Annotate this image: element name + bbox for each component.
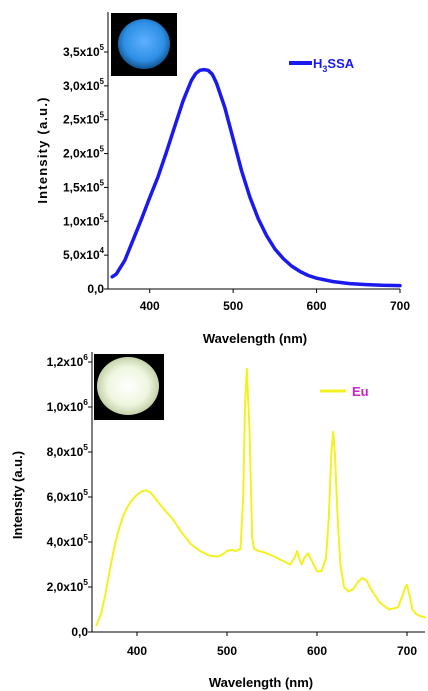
chart-1-gridless-area (107, 12, 400, 290)
chart-2-x-tick-label: 700 (397, 644, 417, 658)
chart-2-y-tick-label: 1,0x106 (47, 397, 89, 414)
chart-2-x-tick-label: 600 (307, 644, 327, 658)
chart-1-x-tick-label: 700 (390, 299, 410, 313)
chart-1-y-tick-label: 5,0x104 (63, 246, 105, 262)
chart-2-y-axis-label: Intensity (a.u.) (10, 451, 25, 539)
chart-1-series-line (110, 67, 402, 288)
chart-1-legend: H3SSA (289, 56, 355, 74)
chart-2-y-tick-label: 0,0 (71, 625, 88, 639)
chart-1-y-tick-label: 1,5x105 (63, 178, 105, 194)
chart-2-y-tick-label: 8,0x105 (47, 442, 89, 459)
chart-2-x-tick-label: 400 (127, 644, 147, 658)
chart-1-x-tick-label: 500 (223, 299, 243, 313)
chart-1: 0,0 5,0x104 1,0x105 1,5x105 2,0x105 2,5x105 3,… (35, 12, 410, 346)
chart-1-y-tick-label: 3,5x105 (63, 43, 105, 59)
chart-2-legend: Eu (320, 384, 369, 399)
chart-2-series-line (95, 367, 426, 627)
chart-1-inset-photo (111, 13, 177, 76)
chart-1-y-axis-label: Intensity (a.u.) (35, 96, 50, 203)
chart-1-y-tick-label: 2,5x105 (63, 111, 105, 127)
chart-2-x-axis-label: Wavelength (nm) (209, 675, 313, 690)
chart-2-legend-label: Eu (352, 384, 369, 399)
chart-1-y-tick-label: 2,0x105 (63, 145, 105, 161)
chart-1-x-tick-label: 600 (307, 299, 327, 313)
chart-2: 0,0 2,0x105 4,0x105 6,0x105 8,0x105 1,0x106 1,… (10, 352, 426, 690)
chart-2-y-tick-label: 6,0x105 (47, 487, 89, 504)
chart-1-x-tick-label: 400 (140, 299, 160, 313)
chart-2-y-tick-label: 4,0x105 (47, 532, 89, 549)
chart-2-y-tick-label: 2,0x105 (47, 577, 89, 594)
chart-1-x-axis-label: Wavelength (nm) (203, 331, 307, 346)
chart-2-inset-photo (94, 354, 164, 420)
chart-2-x-tick-label: 500 (217, 644, 237, 658)
chart-1-legend-label: H3SSA (313, 56, 355, 74)
chart-1-y-tick-label: 1,0x105 (63, 212, 105, 228)
chart-1-y-tick-label: 3,0x105 (63, 77, 105, 93)
chart-2-y-tick-label: 1,2x106 (47, 352, 89, 369)
chart-1-y-tick-label: 0,0 (87, 282, 104, 296)
